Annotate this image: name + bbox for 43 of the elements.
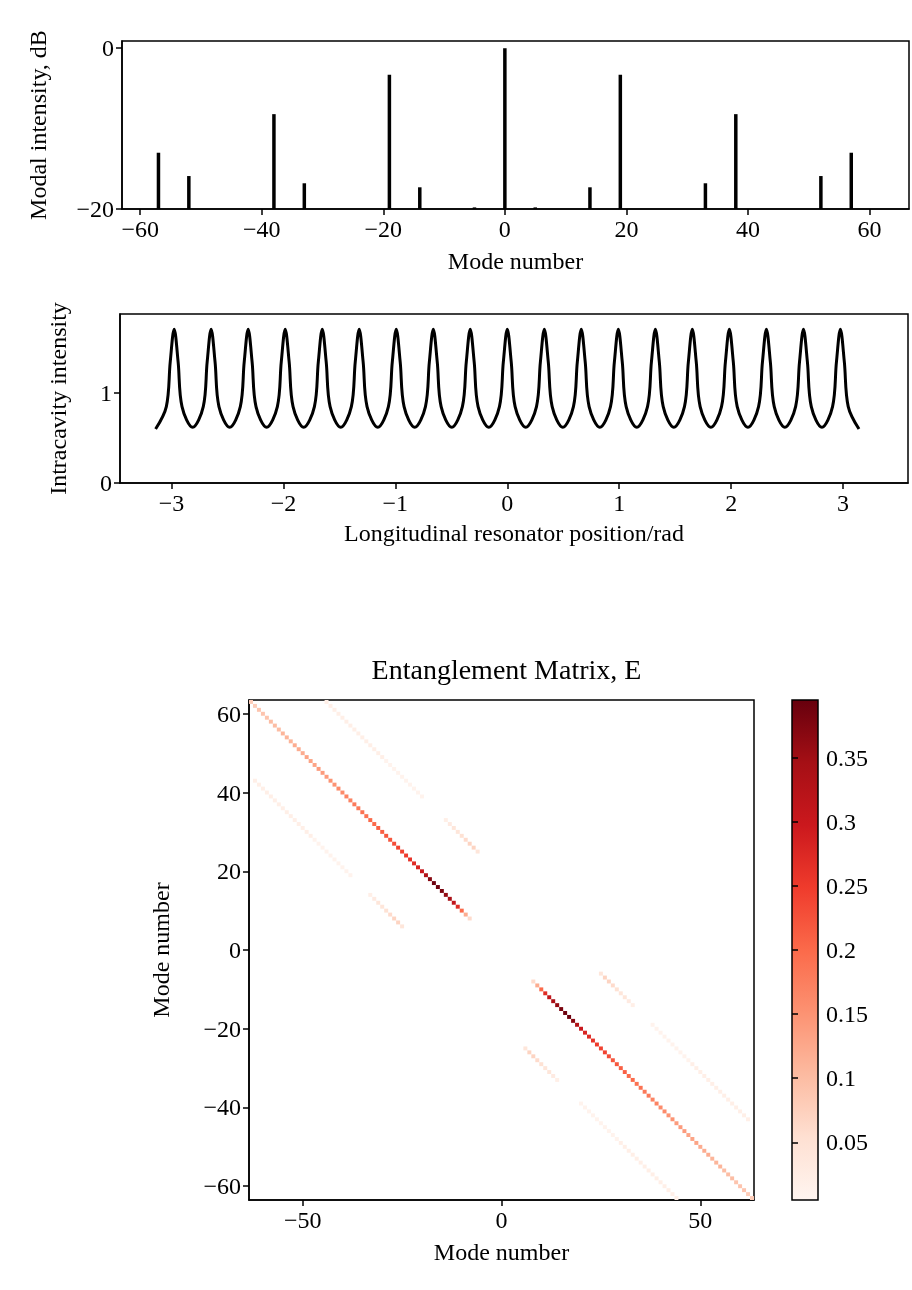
color-bar-label: 0.35: [826, 744, 868, 771]
color-bar-label: 0.2: [826, 937, 856, 963]
y-tick-label: 1: [100, 380, 112, 407]
y-tick-label: 20: [217, 858, 241, 885]
x-tick-label: 3: [837, 490, 850, 516]
color-bar-label: 0.05: [826, 1129, 868, 1156]
x-tick-label: 60: [857, 216, 882, 242]
y-tick-label: −60: [203, 1173, 241, 1200]
x-tick-label: 40: [735, 216, 760, 242]
x-tick-label: 0: [495, 1207, 508, 1233]
x-axis-title: Longitudinal resonator position/rad: [344, 520, 684, 546]
x-tick-label: 0: [498, 216, 511, 242]
y-tick-label: 0: [102, 35, 114, 62]
y-tick-label: 40: [217, 779, 241, 806]
x-tick-label: −3: [158, 490, 185, 516]
x-tick-label: −60: [121, 216, 160, 242]
x-tick-label: −2: [270, 490, 297, 516]
x-tick-label: −40: [243, 216, 281, 242]
x-axis-title: Mode number: [433, 1239, 570, 1265]
x-tick-label: −1: [382, 490, 409, 516]
x-tick-label: −50: [283, 1207, 322, 1233]
chart-title: Entanglement Matrix, E: [371, 653, 642, 685]
y-tick-label: 0: [100, 470, 112, 496]
y-tick-label: −20: [203, 1015, 241, 1042]
x-tick-label: 2: [725, 490, 738, 516]
x-tick-label: 20: [614, 216, 639, 242]
y-tick-label: 60: [217, 700, 241, 727]
x-tick-label: 1: [613, 490, 626, 516]
y-tick-label: −40: [203, 1094, 241, 1121]
line-series: [154, 327, 861, 431]
y-axis-title: Intracavity intensity: [45, 302, 71, 495]
y-axis-title: Mode number: [148, 882, 174, 1018]
y-tick-label: 0: [229, 937, 241, 963]
x-tick-label: 50: [688, 1207, 713, 1233]
color-bar-label: 0.15: [826, 1001, 868, 1028]
color-bar-label: 0.1: [826, 1065, 856, 1092]
color-bar-label: 0.25: [826, 872, 868, 899]
x-axis-title: Mode number: [447, 248, 584, 274]
color-bar-label: 0.3: [826, 808, 856, 835]
x-tick-label: 0: [501, 490, 514, 516]
y-axis-title: Modal intensity, dB: [25, 30, 51, 220]
x-tick-label: −20: [364, 216, 403, 242]
y-tick-label: −20: [76, 196, 114, 222]
